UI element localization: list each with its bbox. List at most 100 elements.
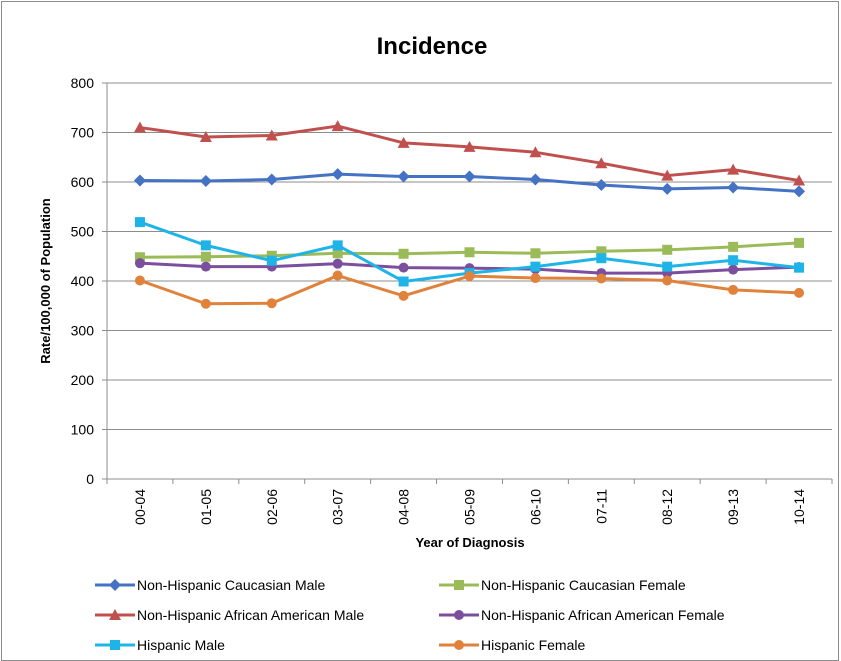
data-point-non-hispanic-caucasian-female bbox=[398, 248, 409, 259]
legend-item-non-hispanic-caucasian-female: Non-Hispanic Caucasian Female bbox=[439, 577, 686, 593]
legend-swatch-marker bbox=[110, 640, 120, 650]
data-point-non-hispanic-african-american-male bbox=[199, 130, 212, 142]
data-point-non-hispanic-caucasian-female bbox=[530, 248, 541, 259]
data-point-hispanic-female bbox=[530, 273, 541, 284]
data-point-hispanic-male bbox=[728, 255, 739, 266]
x-tick-label: 03-07 bbox=[330, 489, 346, 525]
x-tick-label: 04-08 bbox=[396, 489, 412, 525]
data-point-non-hispanic-caucasian-male bbox=[463, 170, 476, 183]
legend-label: Hispanic Female bbox=[481, 637, 585, 653]
data-series bbox=[133, 120, 806, 309]
y-tick-label: 500 bbox=[71, 224, 95, 240]
y-tick-label: 700 bbox=[71, 125, 95, 141]
data-point-non-hispanic-african-american-female bbox=[332, 258, 343, 269]
legend-swatch-marker bbox=[454, 580, 464, 590]
data-point-non-hispanic-caucasian-female bbox=[728, 241, 739, 252]
series-non-hispanic-caucasian-female bbox=[134, 237, 805, 263]
data-point-hispanic-male bbox=[530, 261, 541, 272]
y-tick-label: 600 bbox=[71, 174, 95, 190]
data-point-non-hispanic-african-american-male bbox=[463, 140, 476, 152]
data-point-non-hispanic-caucasian-female bbox=[134, 252, 145, 263]
data-point-non-hispanic-caucasian-male bbox=[199, 175, 212, 188]
data-point-hispanic-female bbox=[134, 275, 145, 286]
y-tick-label: 300 bbox=[71, 323, 95, 339]
data-point-hispanic-female bbox=[332, 270, 343, 281]
legend-swatch-marker bbox=[109, 609, 121, 620]
legend-swatch-marker bbox=[109, 579, 121, 591]
legend-item-hispanic-male: Hispanic Male bbox=[95, 637, 225, 653]
data-point-non-hispanic-caucasian-female bbox=[200, 251, 211, 262]
data-point-hispanic-female bbox=[200, 298, 211, 309]
data-point-non-hispanic-african-american-female bbox=[398, 262, 409, 273]
data-point-non-hispanic-caucasian-male bbox=[331, 168, 344, 181]
data-point-hispanic-male bbox=[398, 276, 409, 287]
data-point-non-hispanic-african-american-male bbox=[529, 146, 542, 158]
data-point-non-hispanic-african-american-male bbox=[331, 120, 344, 132]
series-non-hispanic-african-american-male bbox=[133, 120, 806, 186]
data-point-non-hispanic-caucasian-male bbox=[397, 170, 410, 183]
legend-item-hispanic-female: Hispanic Female bbox=[439, 637, 585, 653]
legend-label: Hispanic Male bbox=[137, 637, 225, 653]
legend: Non-Hispanic Caucasian Male Non-Hispanic … bbox=[95, 577, 725, 653]
data-point-non-hispanic-african-american-male bbox=[595, 157, 608, 169]
data-point-hispanic-male bbox=[332, 240, 343, 251]
x-tick-label: 01-05 bbox=[198, 489, 214, 525]
data-point-non-hispanic-african-american-male bbox=[265, 129, 278, 141]
data-point-non-hispanic-caucasian-male bbox=[661, 182, 674, 195]
data-point-non-hispanic-african-american-female bbox=[134, 258, 145, 269]
x-axis-title: Year of Diagnosis bbox=[415, 535, 524, 550]
axes bbox=[102, 82, 833, 484]
x-tick-label: 00-04 bbox=[132, 489, 148, 525]
data-point-hispanic-male bbox=[794, 262, 805, 273]
x-tick-labels: 00-04 01-05 02-06 03-07 04-08 05-09 06-10 07-11… bbox=[132, 489, 807, 525]
y-tick-label: 400 bbox=[71, 273, 95, 289]
x-tick-label: 02-06 bbox=[264, 489, 280, 525]
legend-item-non-hispanic-african-american-male: Non-Hispanic African American Male bbox=[95, 607, 364, 623]
data-point-hispanic-female bbox=[794, 287, 805, 298]
data-point-hispanic-female bbox=[596, 273, 607, 284]
series-non-hispanic-caucasian-male bbox=[133, 168, 806, 198]
data-point-hispanic-male bbox=[662, 261, 673, 272]
y-tick-label: 0 bbox=[86, 471, 94, 487]
legend-label: Non-Hispanic Caucasian Female bbox=[481, 577, 686, 593]
legend-item-non-hispanic-african-american-female: Non-Hispanic African American Female bbox=[439, 607, 725, 623]
data-point-hispanic-male bbox=[200, 240, 211, 251]
x-tick-label: 10-14 bbox=[791, 489, 807, 525]
data-point-non-hispanic-caucasian-male bbox=[727, 181, 740, 194]
data-point-non-hispanic-caucasian-female bbox=[662, 244, 673, 255]
legend-label: Non-Hispanic African American Female bbox=[481, 607, 725, 623]
data-point-non-hispanic-african-american-male bbox=[661, 169, 674, 181]
data-point-non-hispanic-caucasian-female bbox=[794, 237, 805, 248]
data-point-non-hispanic-african-american-male bbox=[133, 121, 146, 133]
data-point-hispanic-female bbox=[728, 284, 739, 295]
data-point-hispanic-female bbox=[266, 298, 277, 309]
data-point-hispanic-male bbox=[596, 253, 607, 264]
legend-item-non-hispanic-caucasian-male: Non-Hispanic Caucasian Male bbox=[95, 577, 326, 593]
legend-swatch-marker bbox=[454, 610, 464, 620]
legend-label: Non-Hispanic African American Male bbox=[137, 607, 364, 623]
data-point-hispanic-female bbox=[464, 271, 475, 282]
data-point-non-hispanic-african-american-female bbox=[728, 264, 739, 275]
x-tick-label: 08-12 bbox=[659, 489, 675, 525]
data-point-non-hispanic-caucasian-male bbox=[265, 173, 278, 186]
legend-swatch-marker bbox=[454, 640, 464, 650]
data-point-non-hispanic-caucasian-male bbox=[793, 185, 806, 198]
data-point-non-hispanic-caucasian-male bbox=[595, 178, 608, 191]
data-point-non-hispanic-caucasian-male bbox=[529, 173, 542, 186]
y-tick-label: 200 bbox=[71, 372, 95, 388]
data-point-hispanic-female bbox=[662, 275, 673, 286]
x-tick-label: 09-13 bbox=[725, 489, 741, 525]
data-point-hispanic-female bbox=[398, 290, 409, 301]
x-tick-label: 06-10 bbox=[527, 489, 543, 525]
chart-title: Incidence bbox=[377, 33, 488, 60]
y-axis-title: Rate/100,000 of Population bbox=[38, 198, 53, 363]
series-hispanic-female bbox=[134, 270, 805, 309]
y-tick-label: 800 bbox=[71, 75, 95, 91]
data-point-non-hispanic-caucasian-female bbox=[596, 246, 607, 257]
data-point-non-hispanic-caucasian-female bbox=[464, 247, 475, 258]
data-point-non-hispanic-african-american-male bbox=[397, 136, 410, 148]
data-point-hispanic-male bbox=[134, 217, 145, 228]
data-point-non-hispanic-caucasian-male bbox=[133, 174, 146, 187]
